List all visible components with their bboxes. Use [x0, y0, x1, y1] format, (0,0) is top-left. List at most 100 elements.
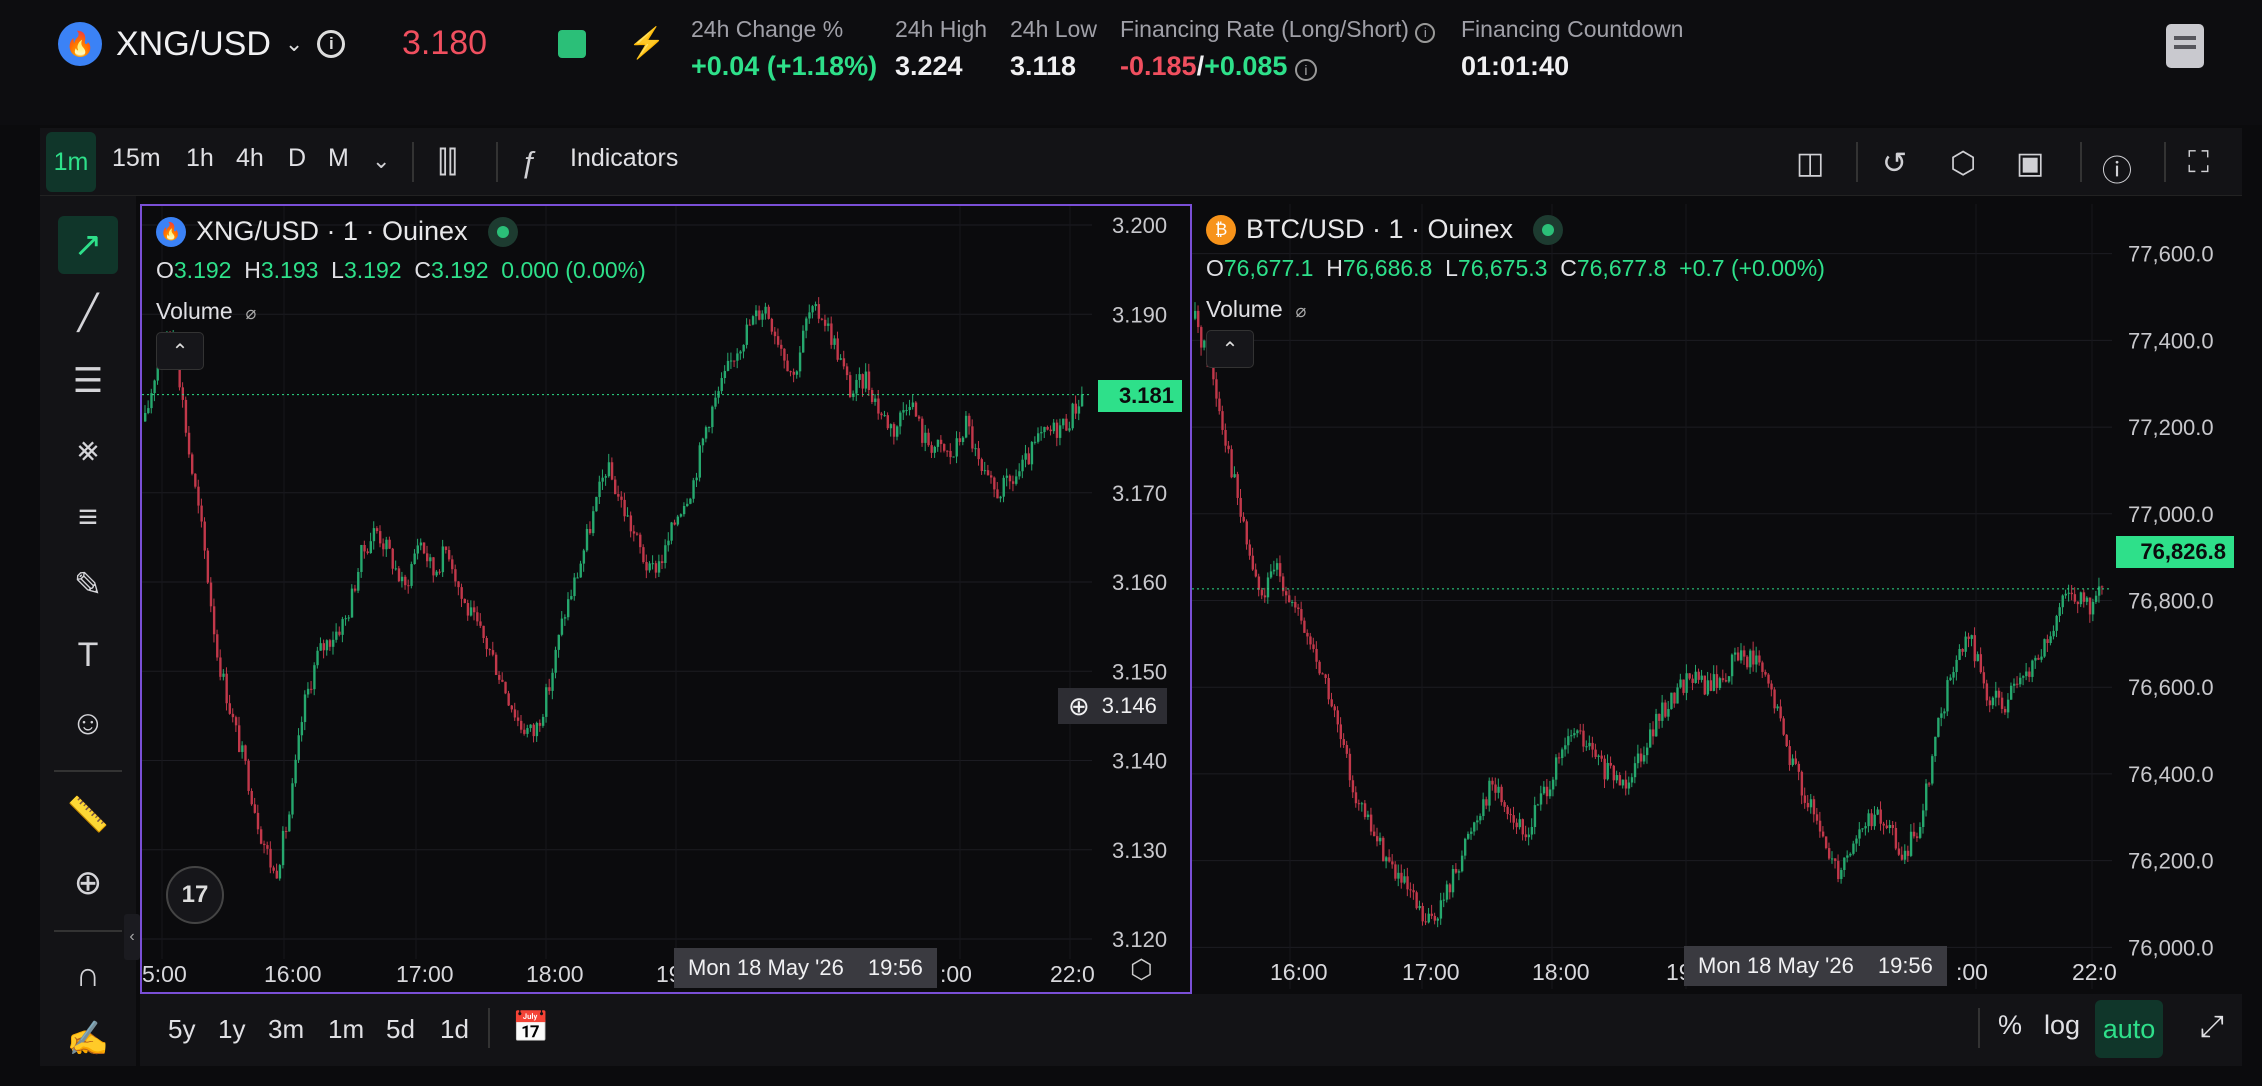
text-icon[interactable]: T [77, 635, 99, 674]
gear-icon[interactable]: ⬡ [1130, 954, 1153, 984]
forecast-icon[interactable]: ≡ [78, 497, 98, 536]
candle-body [494, 654, 498, 675]
info-icon[interactable]: ⓘ [2102, 155, 2132, 188]
divider [488, 1008, 490, 1048]
status-dot [1533, 214, 1564, 245]
zoom-in-icon[interactable]: ⊕ [73, 864, 103, 902]
candle-body [911, 402, 915, 408]
candle-body [877, 398, 880, 414]
function-icon[interactable]: ƒ [520, 146, 537, 179]
timeframe-1m[interactable]: 1m [46, 132, 96, 192]
candle-body [294, 759, 297, 784]
candle-body [382, 543, 385, 550]
btc-chart[interactable]: 77,600.0 77,400.0 77,200.0 77,000.0 76,800.0… [1192, 204, 2244, 994]
calendar-icon[interactable] [558, 30, 586, 58]
info-icon[interactable]: i [317, 30, 346, 58]
range-1m[interactable]: 1m [328, 1014, 365, 1044]
chart-pane-xng[interactable]: 3.200 3.190 3.170 3.160 3.150 3.140 3.130 3.120… [140, 204, 1192, 994]
cursor-icon[interactable]: ↗ [58, 216, 118, 274]
candle-body [780, 344, 783, 349]
eye-off-icon[interactable]: ⌀ [245, 303, 257, 323]
range-3m[interactable]: 3m [268, 1014, 305, 1044]
candle-body [2049, 636, 2052, 644]
candles-icon[interactable]: ⫿⫿ [438, 146, 458, 179]
candle-body [2100, 586, 2104, 588]
candle-body [1867, 813, 1870, 827]
chart-pane-btc[interactable]: 77,600.0 77,400.0 77,200.0 77,000.0 76,800.0… [1192, 204, 2244, 994]
chart-title[interactable]: BTC/USD · 1 · Ouinex [1246, 214, 1514, 244]
candle-body [1925, 783, 1928, 811]
date-range-icon[interactable]: 📅 [512, 1011, 550, 1044]
timeframe-d[interactable]: D [288, 144, 307, 172]
chevron-down-icon[interactable]: ⌄ [372, 148, 391, 173]
candle-body [1021, 459, 1024, 472]
pattern-icon[interactable]: ⨳ [77, 429, 99, 468]
candle-body [2058, 607, 2061, 616]
candle-body [1551, 779, 1555, 790]
symbol-name[interactable]: XNG/USD [116, 24, 271, 63]
alert-hexagon-icon[interactable]: ⬡ [1950, 147, 1977, 180]
toolbar-collapse-toggle[interactable]: ‹ [124, 914, 140, 960]
indicators-button[interactable]: Indicators [570, 144, 679, 172]
timeframe-15m[interactable]: 15m [112, 144, 161, 172]
info-icon[interactable]: i [1294, 59, 1317, 81]
candle-body [1812, 799, 1816, 815]
replay-icon[interactable]: ↺ [1882, 147, 1908, 180]
lightning-icon[interactable]: ⚡ [628, 27, 666, 60]
chart-title[interactable]: XNG/USD · 1 · Ouinex [196, 216, 468, 246]
candle-body [372, 528, 376, 542]
fib-lines-icon[interactable]: ☰ [72, 362, 104, 400]
candle-body [523, 729, 526, 734]
candle-body [1049, 429, 1052, 432]
lock-draw-icon[interactable]: ✍ [66, 1020, 110, 1058]
percent-scale-button[interactable]: % [1998, 1010, 2023, 1040]
symbol-selector[interactable]: 🔥 XNG/USD ⌄ i [58, 22, 346, 66]
brush-icon[interactable]: ✎ [73, 566, 103, 604]
volume-row[interactable]: Volume ⌀ [1206, 296, 1825, 323]
candle-body [864, 371, 868, 389]
book-icon[interactable] [2166, 24, 2204, 68]
candle-body [1837, 860, 1840, 880]
range-5d[interactable]: 5d [386, 1014, 415, 1044]
range-1y[interactable]: 1y [218, 1014, 246, 1044]
timeframe-4h[interactable]: 4h [236, 144, 264, 172]
candle-body [1846, 855, 1849, 858]
emoji-icon[interactable]: ☺ [70, 703, 106, 742]
candle-body [836, 338, 839, 360]
candle-body [563, 617, 567, 619]
info-icon[interactable]: i [1415, 23, 1436, 43]
expand-icon[interactable]: ⤢ [2200, 1010, 2224, 1043]
timeframe-1h[interactable]: 1h [186, 144, 214, 172]
volume-label: Volume [156, 298, 233, 324]
trend-line-icon[interactable]: ╱ [77, 294, 99, 332]
candle-body [1336, 710, 1339, 725]
volume-row[interactable]: Volume ⌀ [156, 298, 646, 325]
fullscreen-icon[interactable]: ⛶ [2188, 146, 2209, 179]
legend-collapse-button[interactable]: ⌃ [1206, 330, 1254, 368]
log-scale-button[interactable]: log [2044, 1010, 2081, 1040]
xng-chart[interactable]: 3.200 3.190 3.170 3.160 3.150 3.140 3.130 3.120… [142, 206, 1190, 992]
range-5y[interactable]: 5y [168, 1014, 196, 1044]
ohlc-close: 3.192 [430, 257, 489, 283]
candle-body [1257, 576, 1261, 590]
candle-body [328, 640, 332, 647]
magnet-icon[interactable]: ∩ [75, 955, 101, 994]
eye-off-icon[interactable]: ⌀ [1295, 301, 1307, 321]
ohlc-change: +0.7 (+0.00%) [1679, 255, 1825, 281]
legend-collapse-button[interactable]: ⌃ [156, 332, 204, 370]
stat-label: 24h High [895, 16, 988, 42]
timeframe-m[interactable]: M [328, 144, 349, 172]
candle-body [1594, 749, 1597, 757]
stat-label: Financing Rate (Long/Short) i [1120, 16, 1436, 43]
auto-scale-button[interactable]: auto [2095, 1000, 2163, 1058]
range-1d[interactable]: 1d [440, 1014, 469, 1044]
ruler-icon[interactable]: 📏 [66, 796, 110, 834]
candle-body [883, 415, 886, 417]
chevron-down-icon[interactable]: ⌄ [284, 31, 304, 56]
candle-body [1752, 650, 1755, 665]
layout-icon[interactable]: ◫ [1796, 147, 1825, 180]
camera-icon[interactable]: ▣ [2016, 147, 2045, 180]
tradingview-logo[interactable]: 17 [166, 866, 224, 924]
candle-body [795, 371, 799, 375]
plus-circle-icon[interactable]: ⊕ [1068, 690, 1090, 721]
